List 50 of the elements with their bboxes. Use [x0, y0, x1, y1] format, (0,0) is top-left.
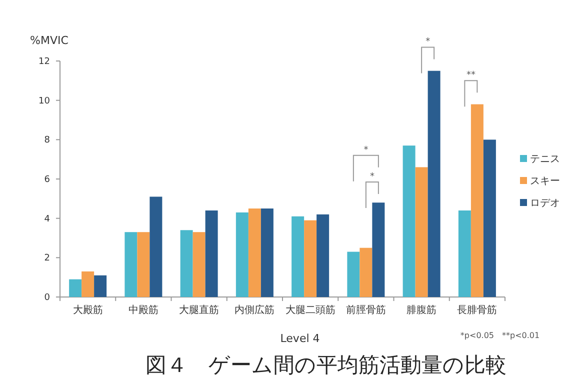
- bar: [415, 167, 428, 297]
- bar: [248, 208, 261, 297]
- bar: [94, 275, 107, 297]
- x-tick-label: 大腿直筋: [179, 304, 220, 316]
- bar: [402, 146, 416, 297]
- bar: [260, 208, 274, 297]
- x-tick-label: 長腓骨筋: [457, 304, 498, 316]
- bar: [180, 230, 193, 297]
- x-tick-label: 前脛骨筋: [346, 304, 386, 316]
- bar: [360, 248, 372, 297]
- bar: [292, 216, 304, 297]
- bar: [316, 214, 330, 297]
- y-axis-title: %MVIC: [30, 34, 69, 47]
- annotation: **: [466, 70, 476, 81]
- bar: [347, 252, 360, 297]
- bar: [236, 212, 248, 297]
- y-tick-label: 8: [44, 136, 50, 146]
- bar: [124, 232, 138, 297]
- legend-label: テニス: [530, 154, 560, 165]
- bar: [82, 271, 94, 297]
- bar: [137, 232, 150, 297]
- text: *p<0.05 **p<0.01: [460, 331, 540, 340]
- y-tick-label: 12: [38, 57, 50, 67]
- bar: [428, 70, 440, 297]
- bar: [458, 210, 471, 297]
- x-tick-label: 中殿筋: [128, 304, 158, 316]
- bar: [192, 232, 206, 297]
- y-tick-label: 6: [44, 175, 50, 185]
- y-tick-label: 10: [38, 96, 50, 106]
- y-tick-label: 2: [44, 254, 50, 264]
- annotation: *: [364, 145, 369, 156]
- legend-label: スキー: [530, 176, 560, 187]
- legend-label: ロデオ: [530, 198, 560, 209]
- y-tick-label: 4: [44, 214, 50, 224]
- x-tick-label: 大腿二頭筋: [285, 304, 336, 316]
- bar: [150, 196, 162, 297]
- text: *: [426, 37, 431, 48]
- text: 図４ ゲーム間の平均筋活動量の比較: [146, 353, 506, 377]
- bar: [372, 202, 385, 297]
- bar: [470, 104, 484, 297]
- y-tick-label: 0: [44, 293, 50, 303]
- x-tick-label: 大殿筋: [72, 304, 103, 316]
- x-tick-label: 腓腹筋: [406, 304, 437, 316]
- bar: [205, 210, 218, 297]
- bar: [69, 279, 82, 297]
- annotation: *: [370, 172, 375, 182]
- bar: [483, 140, 496, 297]
- x-tick-label: 内側広筋: [234, 304, 275, 316]
- bar: [304, 220, 317, 297]
- x-axis-title: Level 4: [280, 332, 320, 345]
